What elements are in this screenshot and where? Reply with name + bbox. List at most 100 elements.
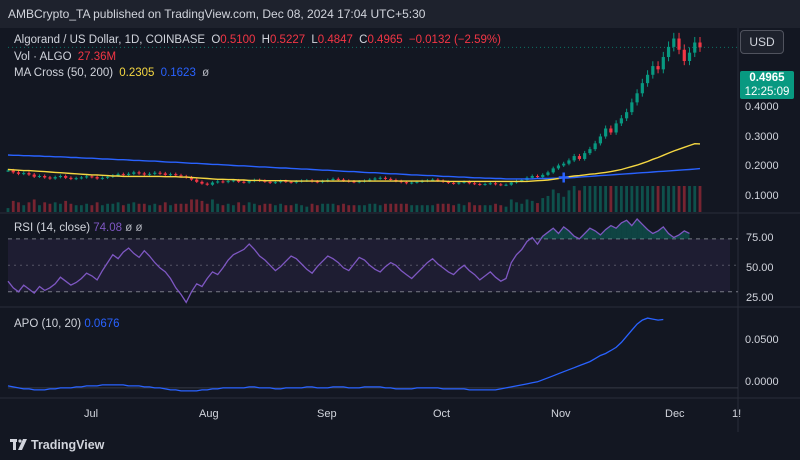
apo-legend: APO (10, 20) 0.0676 bbox=[14, 318, 120, 330]
volume-bar bbox=[536, 203, 539, 212]
candle-body bbox=[221, 181, 225, 183]
candle-body bbox=[85, 176, 89, 178]
candle-body bbox=[446, 181, 450, 183]
volume-bar bbox=[195, 199, 199, 212]
candle-body bbox=[383, 177, 388, 179]
candle-body bbox=[478, 183, 482, 185]
candle-body bbox=[378, 177, 382, 179]
volume-bar bbox=[525, 199, 529, 212]
volume-bar bbox=[106, 203, 110, 212]
volume-bar bbox=[211, 199, 214, 212]
candle-body bbox=[462, 181, 466, 183]
volume-bar bbox=[137, 203, 141, 212]
time-axis-label: Sep bbox=[317, 408, 337, 420]
volume-bar bbox=[153, 203, 157, 212]
ma-50-line bbox=[7, 142, 701, 183]
volume-bar bbox=[656, 186, 660, 212]
volume-bar bbox=[509, 199, 513, 212]
volume-bar bbox=[237, 202, 241, 212]
volume-bar bbox=[158, 205, 162, 212]
price-axis-label: 0.3000 bbox=[745, 131, 779, 143]
candle-body bbox=[630, 102, 634, 113]
candle-body bbox=[294, 181, 298, 183]
candle-body bbox=[687, 52, 692, 62]
candle-body bbox=[6, 170, 10, 172]
candle-body bbox=[284, 181, 288, 183]
candle-body bbox=[74, 178, 78, 180]
volume-bar bbox=[69, 203, 73, 212]
open-value: 0.5100 bbox=[220, 34, 256, 46]
volume-bar bbox=[74, 205, 78, 212]
candle-body bbox=[43, 176, 47, 178]
currency-button[interactable]: USD bbox=[740, 30, 784, 54]
candle-body bbox=[541, 174, 545, 178]
candle-body bbox=[95, 177, 99, 179]
volume-bar bbox=[132, 202, 136, 212]
last-price-tag: 0.4965 12:25:09 bbox=[740, 71, 794, 99]
candle-body bbox=[142, 173, 146, 175]
volume-bar bbox=[232, 205, 235, 212]
price-axis-label: 0.4000 bbox=[745, 101, 779, 113]
rsi-null-1: ø bbox=[125, 222, 133, 234]
apo-label: APO (10, 20) bbox=[14, 318, 82, 330]
volume-bar bbox=[473, 205, 476, 212]
volume-bar bbox=[557, 193, 560, 212]
volume-bar bbox=[504, 206, 508, 212]
volume-bar bbox=[619, 186, 623, 212]
tradingview-brand: TradingView bbox=[31, 438, 105, 452]
candle-body bbox=[268, 181, 272, 183]
rsi-overbought-fill bbox=[547, 228, 554, 239]
candle-body bbox=[666, 46, 671, 58]
volume-bar bbox=[273, 205, 277, 212]
volume-bar bbox=[640, 186, 644, 212]
volume-bar bbox=[221, 205, 225, 212]
volume-bar bbox=[179, 203, 183, 212]
rsi-overbought-fill bbox=[642, 224, 648, 239]
candle-body bbox=[79, 177, 83, 179]
candle-body bbox=[389, 178, 393, 180]
tradingview-logo-icon bbox=[10, 439, 27, 450]
volume-bar bbox=[294, 203, 298, 212]
candle-body bbox=[640, 83, 644, 94]
volume-bar bbox=[661, 186, 665, 212]
volume-bar bbox=[100, 205, 104, 212]
high-label: H bbox=[261, 34, 270, 46]
candle-body bbox=[179, 175, 183, 177]
time-axis-label: Nov bbox=[551, 408, 571, 420]
volume-bar bbox=[698, 186, 702, 212]
candle-body bbox=[556, 165, 561, 169]
candle-body bbox=[195, 179, 199, 182]
candle-body bbox=[619, 118, 623, 124]
ma-slow-value: 0.1623 bbox=[160, 67, 196, 79]
rsi-overbought-fill bbox=[637, 218, 643, 239]
volume-bar bbox=[331, 203, 335, 212]
volume-bar bbox=[441, 203, 445, 212]
candle-body bbox=[279, 181, 283, 183]
volume-bar bbox=[268, 203, 272, 212]
candle-body bbox=[604, 128, 608, 137]
candle-body bbox=[336, 178, 340, 180]
volume-bar bbox=[321, 203, 324, 212]
volume-bar bbox=[688, 186, 691, 212]
candle-body bbox=[205, 183, 209, 185]
volume-bar bbox=[520, 203, 524, 212]
candle-body bbox=[625, 112, 629, 119]
candle-body bbox=[147, 173, 152, 175]
candle-body bbox=[593, 143, 597, 150]
volume-bar bbox=[630, 186, 634, 212]
tradingview-logo[interactable]: TradingView bbox=[10, 438, 104, 452]
candle-body bbox=[499, 184, 503, 186]
volume-bar bbox=[672, 186, 676, 212]
volume-value: 27.36M bbox=[77, 51, 117, 63]
low-label: L bbox=[311, 34, 318, 46]
ma-fast-value: 0.2305 bbox=[119, 67, 155, 79]
candle-body bbox=[242, 181, 246, 183]
candle-body bbox=[572, 156, 576, 161]
cross-marker-icon bbox=[558, 172, 569, 183]
volume-bar bbox=[17, 202, 20, 212]
volume-bar bbox=[593, 186, 597, 212]
candle-body bbox=[609, 128, 613, 133]
candle-body bbox=[373, 178, 377, 180]
candle-body bbox=[567, 160, 571, 164]
